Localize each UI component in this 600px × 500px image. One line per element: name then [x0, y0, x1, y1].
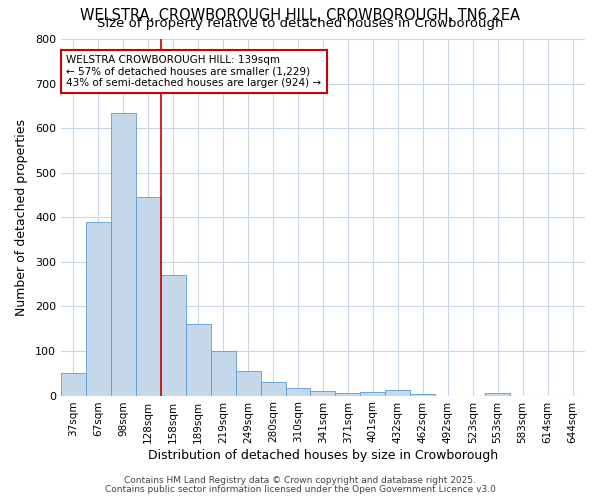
Text: Size of property relative to detached houses in Crowborough: Size of property relative to detached ho…: [97, 18, 503, 30]
Text: Contains HM Land Registry data © Crown copyright and database right 2025.: Contains HM Land Registry data © Crown c…: [124, 476, 476, 485]
Bar: [61, 374, 86, 396]
Bar: [410, 394, 435, 396]
Text: WELSTRA CROWBOROUGH HILL: 139sqm
← 57% of detached houses are smaller (1,229)
43: WELSTRA CROWBOROUGH HILL: 139sqm ← 57% o…: [66, 55, 321, 88]
Bar: [236, 371, 260, 396]
Bar: [86, 222, 111, 396]
Bar: [361, 392, 385, 396]
Y-axis label: Number of detached properties: Number of detached properties: [15, 119, 28, 316]
Bar: [260, 382, 286, 396]
Bar: [186, 324, 211, 396]
Text: Contains public sector information licensed under the Open Government Licence v3: Contains public sector information licen…: [104, 485, 496, 494]
Bar: [161, 275, 186, 396]
Bar: [385, 390, 410, 396]
Bar: [211, 351, 236, 396]
Bar: [335, 394, 361, 396]
Text: WELSTRA, CROWBOROUGH HILL, CROWBOROUGH, TN6 2EA: WELSTRA, CROWBOROUGH HILL, CROWBOROUGH, …: [80, 8, 520, 22]
Bar: [111, 112, 136, 396]
Bar: [310, 391, 335, 396]
Bar: [286, 388, 310, 396]
Bar: [136, 197, 161, 396]
Bar: [485, 394, 510, 396]
X-axis label: Distribution of detached houses by size in Crowborough: Distribution of detached houses by size …: [148, 450, 498, 462]
